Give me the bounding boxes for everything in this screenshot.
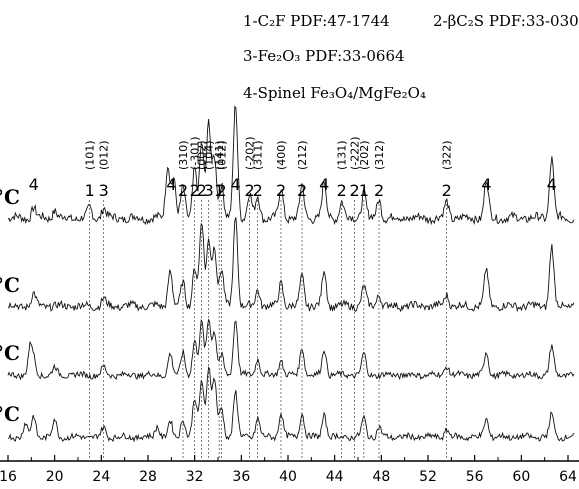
hkl-label: (202): [358, 140, 371, 170]
peak-id-label: 2: [245, 181, 255, 200]
peak-id-label: 1: [359, 181, 369, 200]
hkl-label: (012): [98, 140, 111, 170]
legend-line-3: 4-Spinel Fe₃O₄/MgFe₂O₄: [243, 84, 426, 102]
hkl-label: (-222): [349, 136, 362, 170]
hkl-label: (212): [296, 140, 309, 170]
peak-markers: 4(101)1(012)3 4(310)2(-301)2(002)2(104)3(…: [29, 136, 557, 200]
xrd-traces: [7, 105, 575, 443]
x-tick-label: 36: [232, 469, 250, 485]
peak-id-label: 2: [374, 181, 384, 200]
x-tick-label: 24: [92, 469, 110, 485]
x-tick-label: 20: [46, 469, 64, 485]
x-tick-label: 48: [372, 469, 390, 485]
hkl-label: (322): [441, 140, 454, 170]
x-tick-label: 64: [559, 469, 577, 485]
xrd-trace-2: [7, 217, 575, 313]
peak-guide-lines: [89, 200, 448, 461]
peak-id-label: 4: [231, 175, 241, 194]
hkl-label: (400): [275, 140, 288, 170]
peak-id-label: 2: [190, 181, 200, 200]
x-tick-label: 16: [0, 469, 17, 485]
x-tick-label: 28: [139, 469, 157, 485]
peak-id-label: 4: [319, 175, 329, 194]
temp-label-1: °C: [0, 185, 20, 209]
peak-id-label: 3: [99, 181, 109, 200]
hkl-label: (311): [252, 140, 265, 170]
legend-line-1b: 2-βC₂S PDF:33-030: [433, 12, 579, 30]
peak-id-label: 2: [350, 181, 360, 200]
xrd-trace-4: [7, 366, 575, 443]
temp-label-2: °C: [0, 273, 20, 297]
peak-id-label: 1: [214, 181, 224, 200]
hkl-label: (312): [373, 140, 386, 170]
x-tick-label: 52: [419, 469, 437, 485]
hkl-label: (-202): [244, 136, 257, 170]
peak-id-label: 4: [547, 175, 557, 194]
x-tick-label: 56: [466, 469, 484, 485]
peak-id-label: 1: [85, 181, 95, 200]
legend-line-1: 1-C₂F PDF:47-1744: [243, 12, 390, 30]
peak-id-label: 2: [178, 181, 188, 200]
peak-id-label: 2: [337, 181, 347, 200]
peak-id-label: 2: [197, 181, 207, 200]
hkl-label: (-301): [189, 136, 202, 170]
hkl-label: (104): [203, 140, 216, 170]
peak-id-label: 2: [217, 181, 227, 200]
peak-id-label: 3: [204, 181, 214, 200]
x-tick-label: 32: [186, 469, 204, 485]
x-tick-label: 40: [279, 469, 297, 485]
peak-id-label: 4: [481, 175, 491, 194]
xrd-trace-1: [7, 105, 575, 226]
hkl-label: (310): [177, 140, 190, 170]
temp-label-4: °C: [0, 402, 20, 426]
hkl-label: (002): [196, 140, 209, 170]
x-tick-label: 44: [326, 469, 344, 485]
peak-id-label: 2: [253, 181, 263, 200]
peak-id-label: 4: [166, 175, 176, 194]
legend-line-2: 3-Fe₂O₃ PDF:33-0664: [243, 47, 405, 65]
xrd-trace-3: [7, 318, 575, 381]
peak-id-label: 4: [29, 175, 39, 194]
x-axis-ticks: 16 20 24 28 32 36 40 44 48 52 56 60 64: [0, 455, 577, 485]
hkl-label: (141): [213, 140, 226, 170]
peak-id-label: 2: [442, 181, 452, 200]
temp-label-3: °C: [0, 341, 20, 365]
x-tick-label: 60: [512, 469, 530, 485]
hkl-label: (131): [336, 140, 349, 170]
peak-id-label: 2: [297, 181, 307, 200]
peak-id-label: 2: [276, 181, 286, 200]
hkl-label: (012): [216, 140, 229, 170]
hkl-label: (101): [84, 140, 97, 170]
